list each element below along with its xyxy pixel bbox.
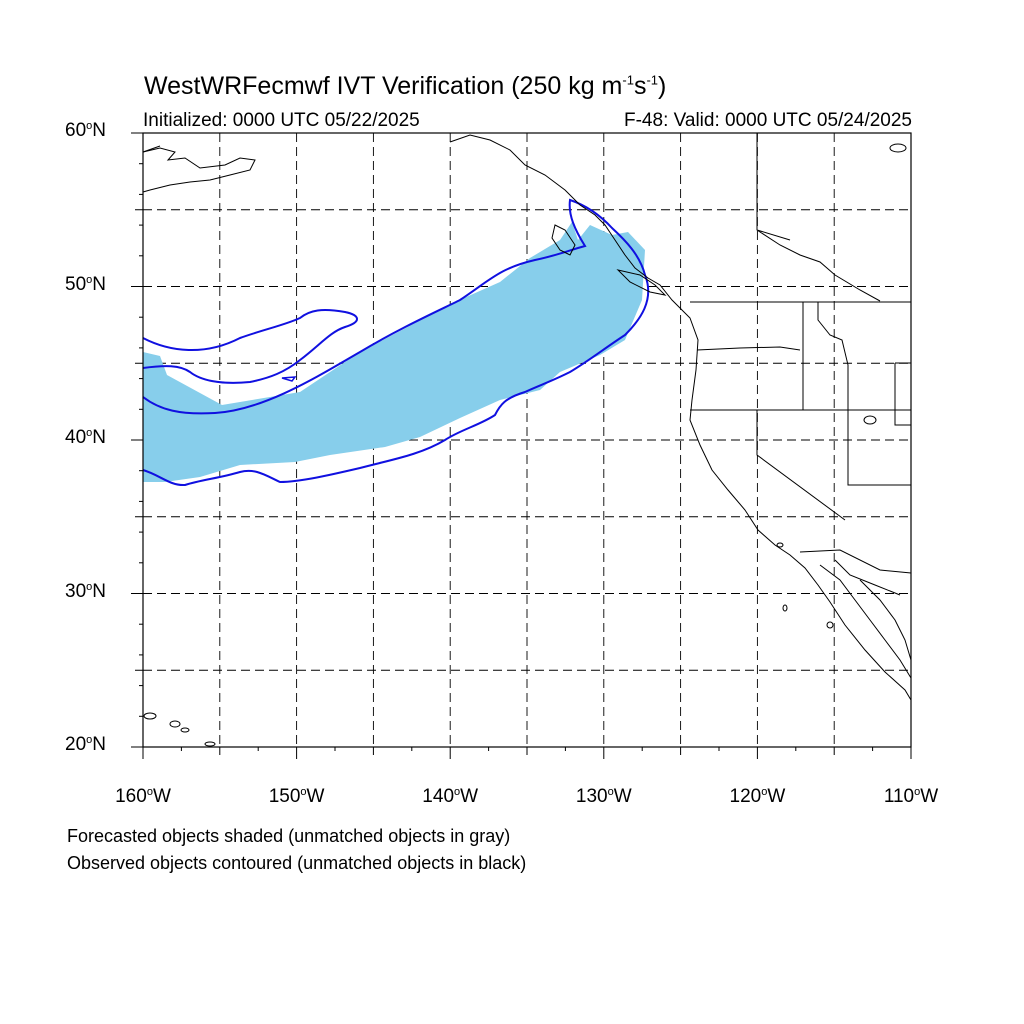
island [143,712,157,720]
lon-label: 120oW [729,786,786,807]
island [180,727,190,733]
lon-label: 110oW [883,786,939,807]
chart-title: WestWRFecmwf IVT Verification (250 kg m-… [144,72,667,100]
coastlines-and-borders [142,133,912,747]
island [169,720,181,728]
island [889,143,907,153]
lon-label: 130oW [575,786,632,807]
coastline-segment [756,133,881,302]
coastline-segment [696,346,801,351]
coastline-segment [819,564,912,679]
forecast-object [143,222,645,482]
coastline-segment [449,134,912,701]
coastline-segment [859,579,912,661]
lat-label: 20oN [65,734,106,755]
forecast-objects-shaded [143,222,645,482]
axis-ticks [131,132,912,759]
lon-label: 150oW [268,786,325,807]
coastline-segment [756,229,791,241]
island [776,542,784,548]
coastline-segment [894,362,911,426]
observed-note: Observed objects contoured (unmatched ob… [67,853,527,873]
lat-label: 50oN [65,273,106,295]
alaska-coast [142,145,161,153]
coastline-segment [799,549,912,574]
island [826,621,834,629]
lat-label: 60oN [65,120,106,141]
lat-label: 30oN [65,580,106,602]
forecast-note: Forecasted objects shaded (unmatched obj… [67,826,511,846]
coastline-segment [847,410,911,486]
observed-contour-small [281,376,297,382]
observed-objects-contoured [142,198,650,487]
island [782,604,788,612]
vancouver-island [616,269,667,296]
coastline-segment [756,410,846,521]
observed-contour-north [142,309,358,384]
island [204,741,216,747]
coastline-segment [817,302,849,410]
haida-gwaii [551,224,576,256]
lon-label: 160oW [115,786,171,807]
lat-label: 40oN [65,427,106,448]
coastline-segment [834,559,901,596]
island [863,415,877,425]
valid-time: F-48: Valid: 0000 UTC 05/24/2025 [624,110,912,131]
observed-contour-main [142,198,650,487]
initialized-time: Initialized: 0000 UTC 05/22/2025 [143,110,420,131]
alaska-coast [142,147,256,193]
lon-label: 140oW [422,786,479,807]
